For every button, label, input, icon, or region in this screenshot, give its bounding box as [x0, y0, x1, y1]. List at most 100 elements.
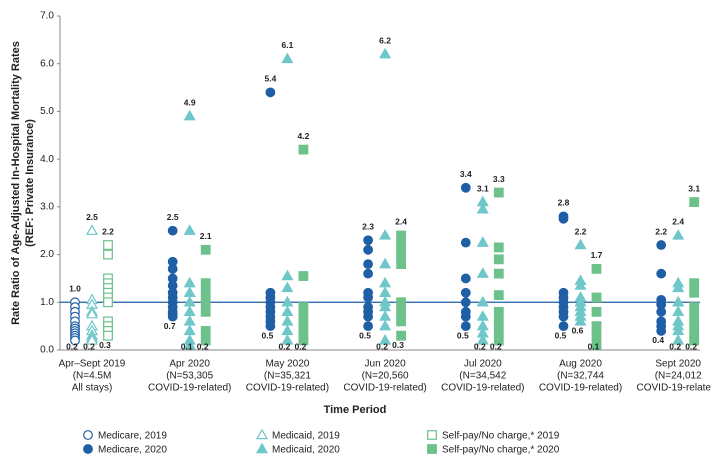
data-point	[85, 224, 99, 235]
data-point	[200, 287, 211, 298]
x-tick-label: Aug 2020	[559, 359, 602, 370]
data-label: 0.2	[294, 341, 306, 351]
x-tick-label: Jun 2020	[365, 359, 407, 370]
y-tick-label: 2.0	[40, 249, 54, 260]
data-point	[689, 278, 700, 289]
data-point	[379, 319, 392, 331]
data-label: 2.4	[672, 217, 684, 227]
data-label: 0.2	[490, 341, 502, 351]
data-label: 2.2	[575, 226, 587, 236]
data-point	[281, 281, 294, 293]
data-point	[379, 276, 392, 288]
data-label: 0.2	[474, 341, 486, 351]
x-tick-label: (N=32,744	[557, 371, 604, 382]
data-point	[493, 335, 504, 346]
x-tick-label: (N=53,305	[166, 371, 213, 382]
data-label: 2.1	[200, 231, 212, 241]
x-tick-label: COVID-19-related)	[441, 383, 524, 394]
data-label: 0.2	[83, 341, 95, 351]
data-point	[265, 321, 276, 332]
legend-label: Medicare, 2020	[98, 445, 167, 456]
data-point	[103, 240, 113, 250]
data-point	[200, 326, 211, 336]
data-point	[476, 334, 489, 345]
data-point	[363, 259, 374, 270]
data-point	[672, 295, 685, 307]
data-point	[363, 244, 374, 255]
data-point	[200, 297, 211, 308]
y-tick-label: 6.0	[40, 58, 54, 69]
y-axis-title: Rate Ratio of Age-Adjusted In-Hospital M…	[10, 41, 22, 325]
x-tick-label: (N=35,321	[264, 371, 311, 382]
data-point	[493, 268, 504, 279]
x-tick-label: Jul 2020	[464, 359, 502, 370]
data-point	[689, 321, 700, 332]
data-point	[363, 321, 374, 332]
data-point	[183, 324, 196, 336]
data-point	[396, 297, 406, 308]
data-label: 2.4	[395, 217, 407, 227]
data-point	[183, 305, 196, 317]
data-label: 0.2	[278, 341, 290, 351]
data-point	[200, 244, 211, 255]
data-point	[460, 273, 471, 284]
data-label: 1.0	[69, 284, 81, 294]
data-point	[85, 307, 99, 319]
data-point	[281, 334, 294, 345]
data-point	[493, 254, 504, 265]
data-point	[167, 225, 178, 236]
data-point	[379, 229, 392, 240]
data-point	[396, 316, 406, 327]
data-point	[183, 314, 196, 326]
data-point	[298, 335, 309, 346]
data-point	[493, 316, 504, 327]
legend-label: Medicaid, 2019	[272, 431, 340, 442]
data-label: 2.5	[167, 212, 179, 222]
data-point	[379, 257, 392, 269]
data-point	[396, 240, 406, 250]
data-label: 6.1	[281, 40, 293, 50]
data-label: 6.2	[379, 35, 391, 45]
data-point	[281, 52, 294, 64]
data-label: 0.2	[376, 341, 388, 351]
data-point	[281, 324, 294, 336]
data-point	[591, 292, 602, 303]
x-tick-label: Apr–Sept 2019	[59, 359, 126, 370]
data-point	[689, 335, 700, 346]
x-tick-label: (N=4.5M	[73, 371, 112, 382]
data-point	[363, 268, 374, 279]
data-label: 0.7	[164, 321, 176, 331]
data-label: 0.6	[572, 326, 584, 336]
data-point	[396, 306, 406, 317]
data-point	[396, 259, 406, 270]
data-label: 3.3	[493, 174, 505, 184]
legend-label: Medicare, 2019	[98, 431, 167, 442]
data-point	[493, 187, 504, 198]
data-point	[591, 321, 602, 332]
data-point	[298, 321, 309, 332]
x-tick-label: Apr 2020	[169, 359, 210, 370]
data-point	[183, 109, 196, 121]
legend-marker	[427, 444, 437, 454]
data-label: 3.1	[477, 183, 489, 193]
legend-marker	[83, 430, 93, 440]
data-point	[591, 340, 602, 351]
data-point	[689, 197, 700, 207]
x-tick-label: COVID-19-related)	[539, 383, 622, 394]
data-point	[103, 297, 113, 308]
data-point	[656, 306, 667, 317]
data-point	[281, 305, 294, 317]
data-point	[183, 286, 196, 297]
data-point	[379, 334, 392, 345]
data-point	[460, 297, 471, 308]
data-point	[493, 290, 504, 301]
data-point	[476, 295, 489, 307]
data-point	[363, 311, 374, 322]
data-label: 5.4	[264, 74, 276, 84]
data-label: 2.5	[86, 212, 98, 222]
data-point	[672, 229, 685, 240]
data-point	[200, 335, 211, 346]
data-point	[476, 267, 489, 278]
data-point	[689, 311, 700, 322]
x-tick-label: COVID-19-related)	[637, 383, 711, 394]
